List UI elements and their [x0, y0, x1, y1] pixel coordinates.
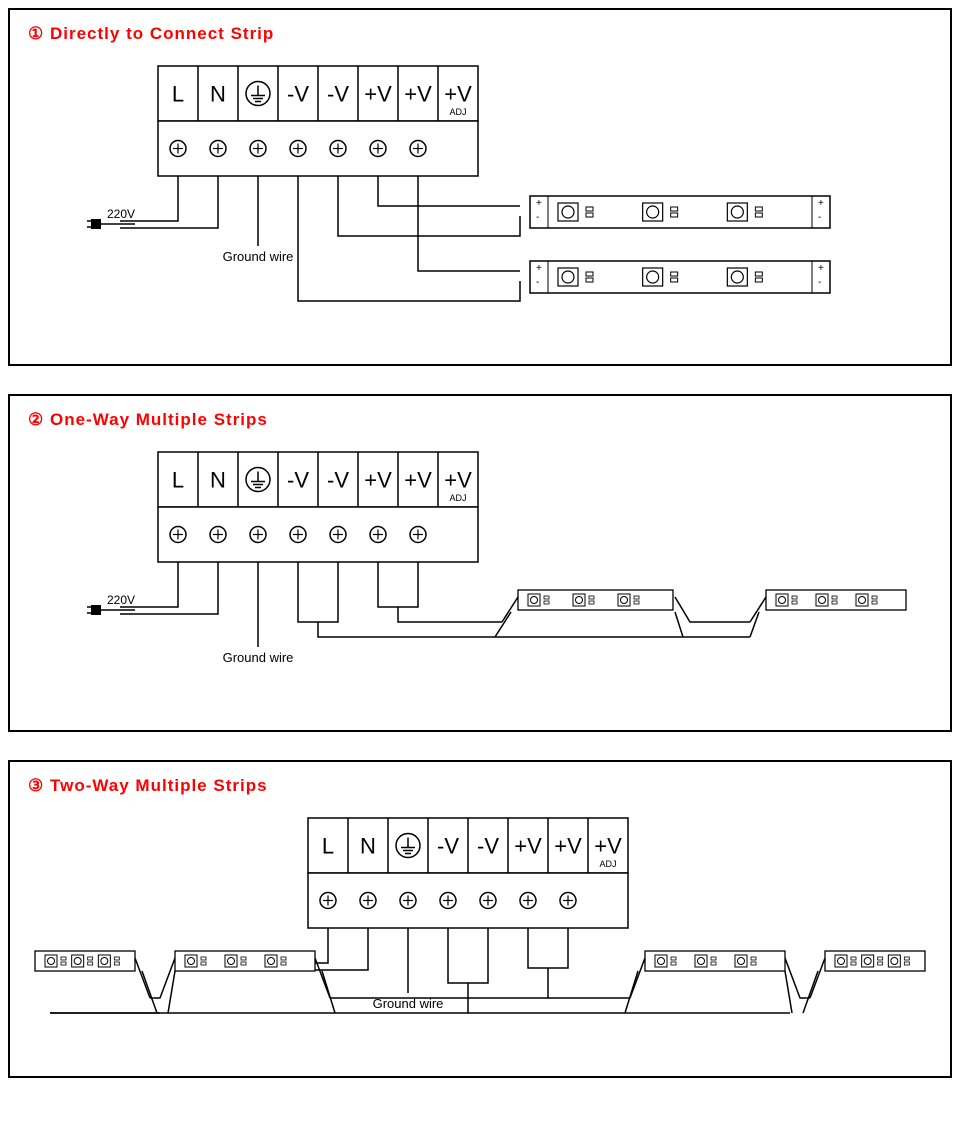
- svg-text:L: L: [172, 468, 184, 493]
- svg-text:+V: +V: [364, 468, 392, 493]
- svg-text:-V: -V: [437, 834, 459, 859]
- svg-text:ADJ: ADJ: [599, 859, 616, 869]
- svg-text:L: L: [322, 834, 334, 859]
- panel-twoway: ③ Two-Way Multiple Strips LN-V-V+V+V+VAD…: [8, 760, 952, 1078]
- panel-title-text-3: Two-Way Multiple Strips: [50, 776, 268, 795]
- svg-text:+V: +V: [554, 834, 582, 859]
- ground-label-2: Ground wire: [223, 650, 294, 665]
- svg-text:220V: 220V: [107, 207, 135, 221]
- svg-text:+V: +V: [364, 82, 392, 107]
- svg-text:220V: 220V: [107, 593, 135, 607]
- svg-text:+: +: [818, 263, 824, 274]
- svg-text:-V: -V: [287, 468, 309, 493]
- svg-text:-V: -V: [327, 468, 349, 493]
- diagram-3: LN-V-V+V+V+VADJ 220V Ground wire: [28, 808, 932, 1058]
- panel-oneway: ② One-Way Multiple Strips LN-V-V+V+V+VAD…: [8, 394, 952, 732]
- panel-title-3: ③ Two-Way Multiple Strips: [28, 776, 932, 796]
- panel-number-1: ①: [28, 24, 44, 43]
- svg-text:-: -: [536, 212, 539, 223]
- diagram-1: LN-V-V+V+V+VADJ 220V Ground wire ++-- ++…: [28, 56, 932, 346]
- svg-text:+V: +V: [404, 82, 432, 107]
- svg-text:+V: +V: [404, 468, 432, 493]
- panel-title-text-2: One-Way Multiple Strips: [50, 410, 268, 429]
- svg-text:N: N: [210, 468, 226, 493]
- panel-title-1: ① Directly to Connect Strip: [28, 24, 932, 44]
- svg-text:+: +: [536, 198, 542, 209]
- panel-number-3: ③: [28, 776, 44, 795]
- svg-text:-V: -V: [477, 834, 499, 859]
- panel-direct: ① Directly to Connect Strip L N -V -V +V +V +V…: [8, 8, 952, 366]
- ground-label-1: Ground wire: [223, 249, 294, 264]
- svg-text:-: -: [536, 277, 539, 288]
- svg-text:-V: -V: [287, 82, 309, 107]
- diagram-svg-2: LN-V-V+V+V+VADJ 220V Ground wire: [50, 442, 910, 712]
- svg-text:+V: +V: [514, 834, 542, 859]
- diagram-svg-1: LN-V-V+V+V+VADJ 220V Ground wire ++-- ++…: [50, 56, 910, 346]
- svg-text:+V: +V: [444, 468, 472, 493]
- diagram-2: LN-V-V+V+V+VADJ 220V Ground wire: [28, 442, 932, 712]
- panel-number-2: ②: [28, 410, 44, 429]
- svg-text:N: N: [360, 834, 376, 859]
- svg-text:L: L: [172, 82, 184, 107]
- svg-text:-: -: [818, 277, 821, 288]
- svg-text:-V: -V: [327, 82, 349, 107]
- svg-text:+V: +V: [444, 82, 472, 107]
- panel-title-text-1: Directly to Connect Strip: [50, 24, 274, 43]
- svg-text:N: N: [210, 82, 226, 107]
- panel-title-2: ② One-Way Multiple Strips: [28, 410, 932, 430]
- svg-text:+: +: [818, 198, 824, 209]
- svg-text:ADJ: ADJ: [449, 107, 466, 117]
- svg-text:-: -: [818, 212, 821, 223]
- svg-text:+: +: [536, 263, 542, 274]
- diagram-svg-3: LN-V-V+V+V+VADJ 220V Ground wire: [30, 808, 930, 1058]
- svg-text:ADJ: ADJ: [449, 493, 466, 503]
- svg-text:+V: +V: [594, 834, 622, 859]
